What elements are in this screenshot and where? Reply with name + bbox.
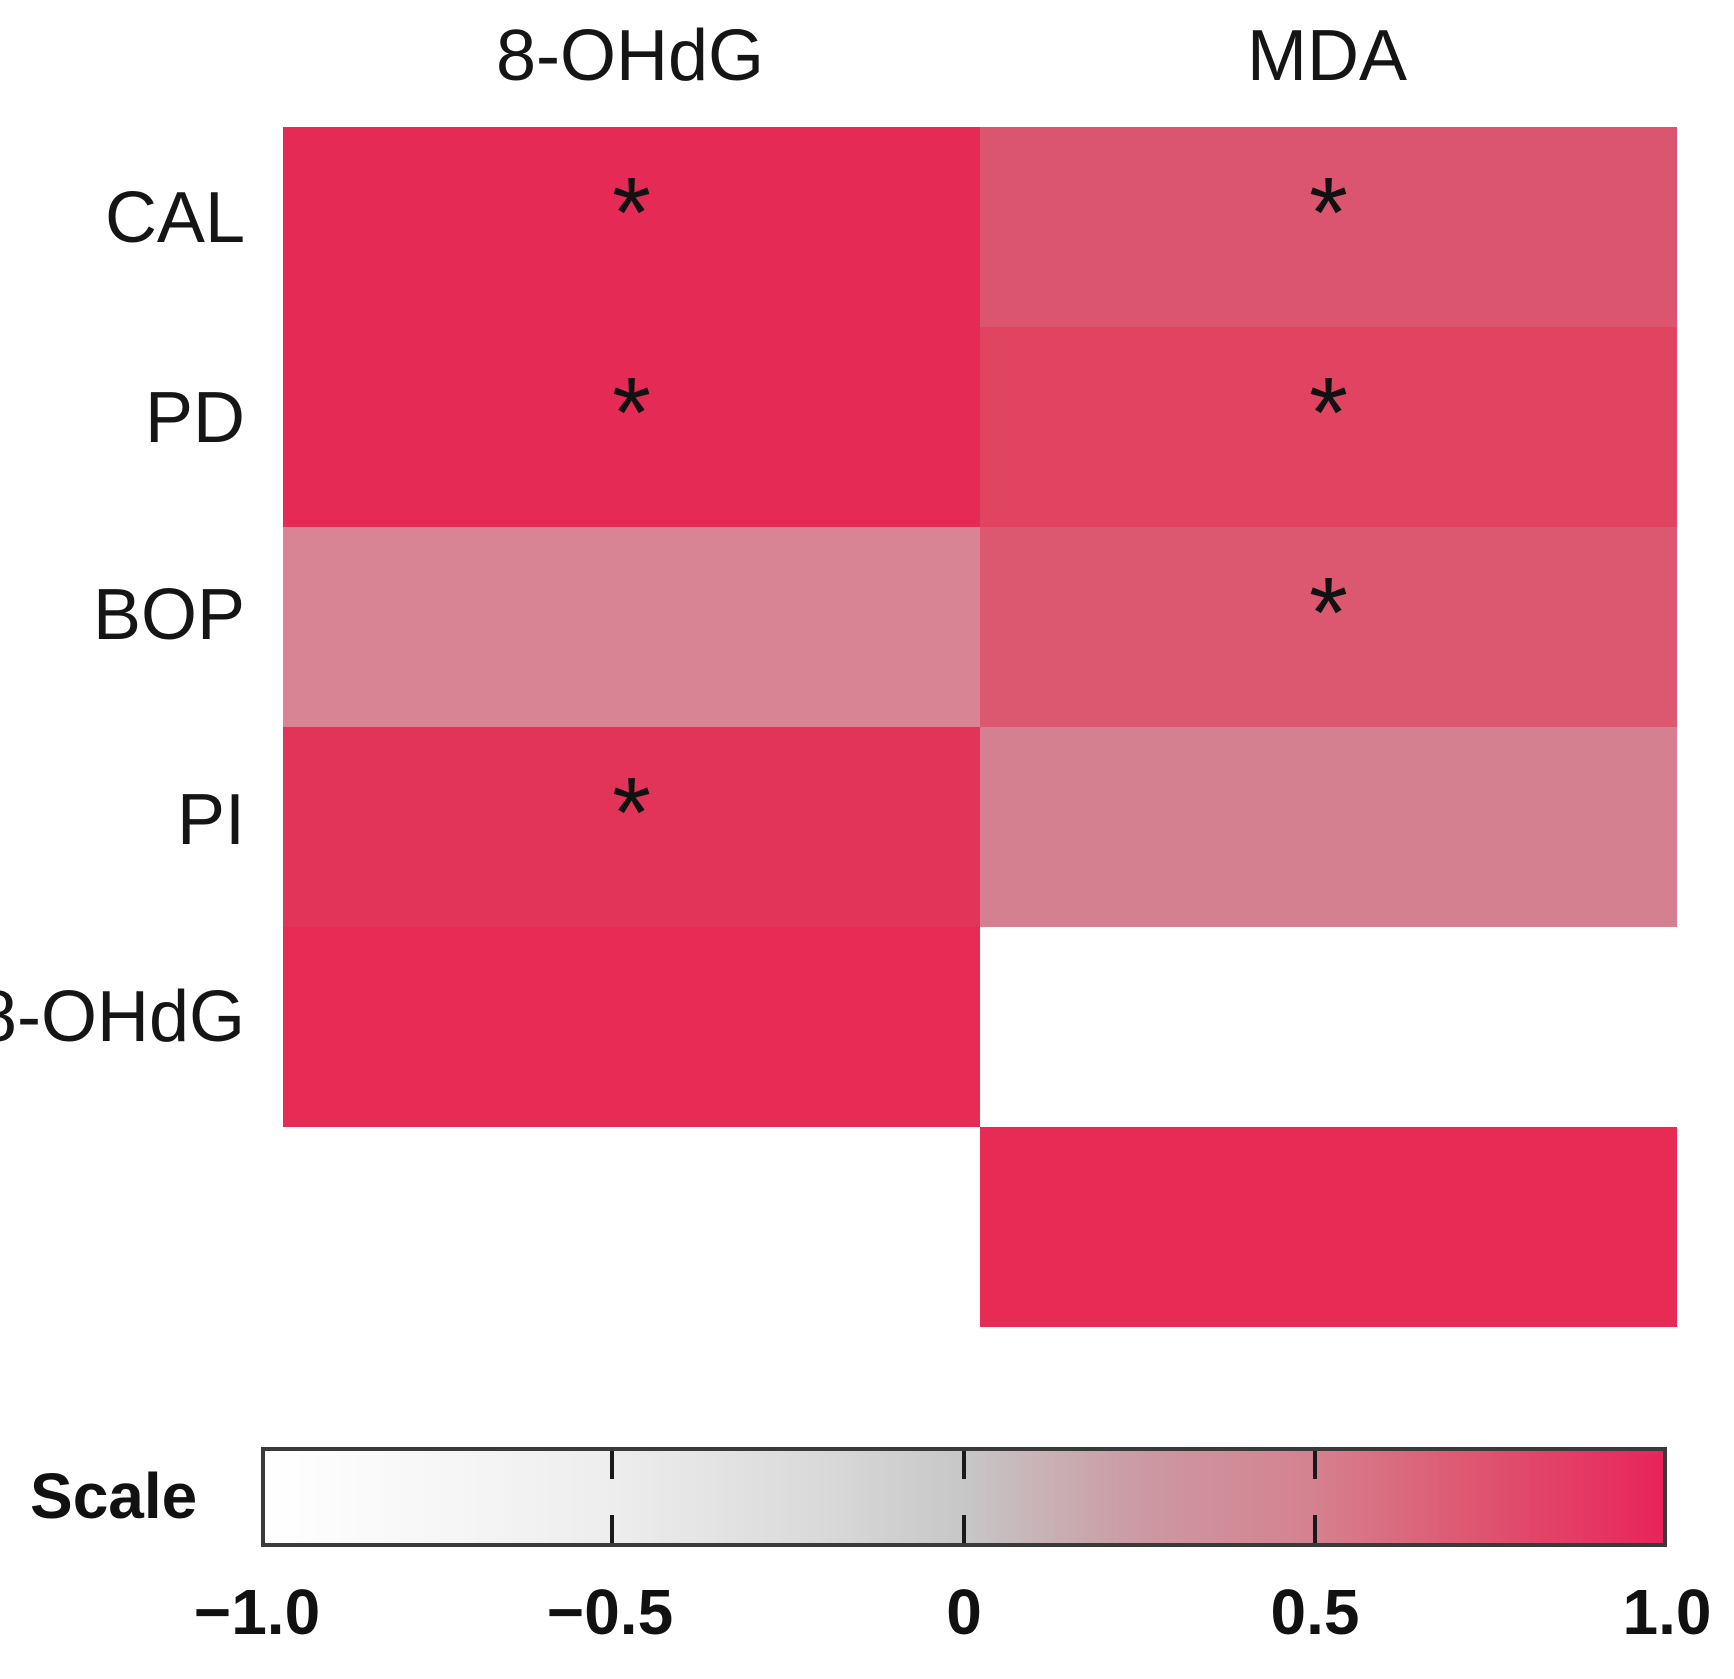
row-label-8ohdg: 8-OHdG (0, 977, 245, 1057)
column-header-8ohdg: 8-OHdG (495, 16, 765, 96)
row-label-cal: CAL (104, 178, 245, 258)
colorbar-tick (962, 1451, 966, 1479)
colorbar-title: Scale (30, 1460, 198, 1532)
colorbar-tick-label-neg05: −0.5 (546, 1576, 674, 1648)
significance-asterisk: * (1309, 357, 1348, 469)
heatmap-cell-mda-8ohdg (283, 1127, 980, 1327)
heatmap-cell-pd-mda: * (980, 327, 1677, 527)
heatmap-cell-cal-mda: * (980, 127, 1677, 327)
colorbar-tick-label-05: 0.5 (1270, 1576, 1360, 1648)
heatmap-cell-bop-8ohdg (283, 527, 980, 727)
significance-asterisk: * (1309, 157, 1348, 269)
heatmap-cell-pi-8ohdg: * (283, 727, 980, 927)
row-label-pd: PD (144, 378, 245, 458)
colorbar-tick (1313, 1515, 1317, 1543)
colorbar-gradient (261, 1447, 1667, 1547)
heatmap-cell-8ohdg-mda (980, 927, 1677, 1127)
colorbar-tick-label-1: 1.0 (1622, 1576, 1712, 1648)
column-header-mda: MDA (1247, 16, 1407, 96)
heatmap-cell-mda-mda (980, 1127, 1677, 1327)
significance-asterisk: * (1309, 557, 1348, 669)
colorbar-tick-label-zero: 0 (946, 1576, 982, 1648)
heatmap-cell-8ohdg-8ohdg (283, 927, 980, 1127)
colorbar-tick (962, 1515, 966, 1543)
heatmap-cell-pi-mda (980, 727, 1677, 927)
heatmap-cell-bop-mda: * (980, 527, 1677, 727)
row-label-bop: BOP (92, 575, 245, 655)
significance-asterisk: * (612, 157, 651, 269)
significance-asterisk: * (612, 757, 651, 869)
colorbar-tick (1313, 1451, 1317, 1479)
colorbar-tick (610, 1451, 614, 1479)
significance-asterisk: * (612, 357, 651, 469)
colorbar-tick (610, 1515, 614, 1543)
heatmap-cell-cal-8ohdg: * (283, 127, 980, 327)
heatmap-cell-pd-8ohdg: * (283, 327, 980, 527)
colorbar-tick-label-neg1: −1.0 (193, 1576, 321, 1648)
row-label-pi: PI (176, 780, 245, 860)
